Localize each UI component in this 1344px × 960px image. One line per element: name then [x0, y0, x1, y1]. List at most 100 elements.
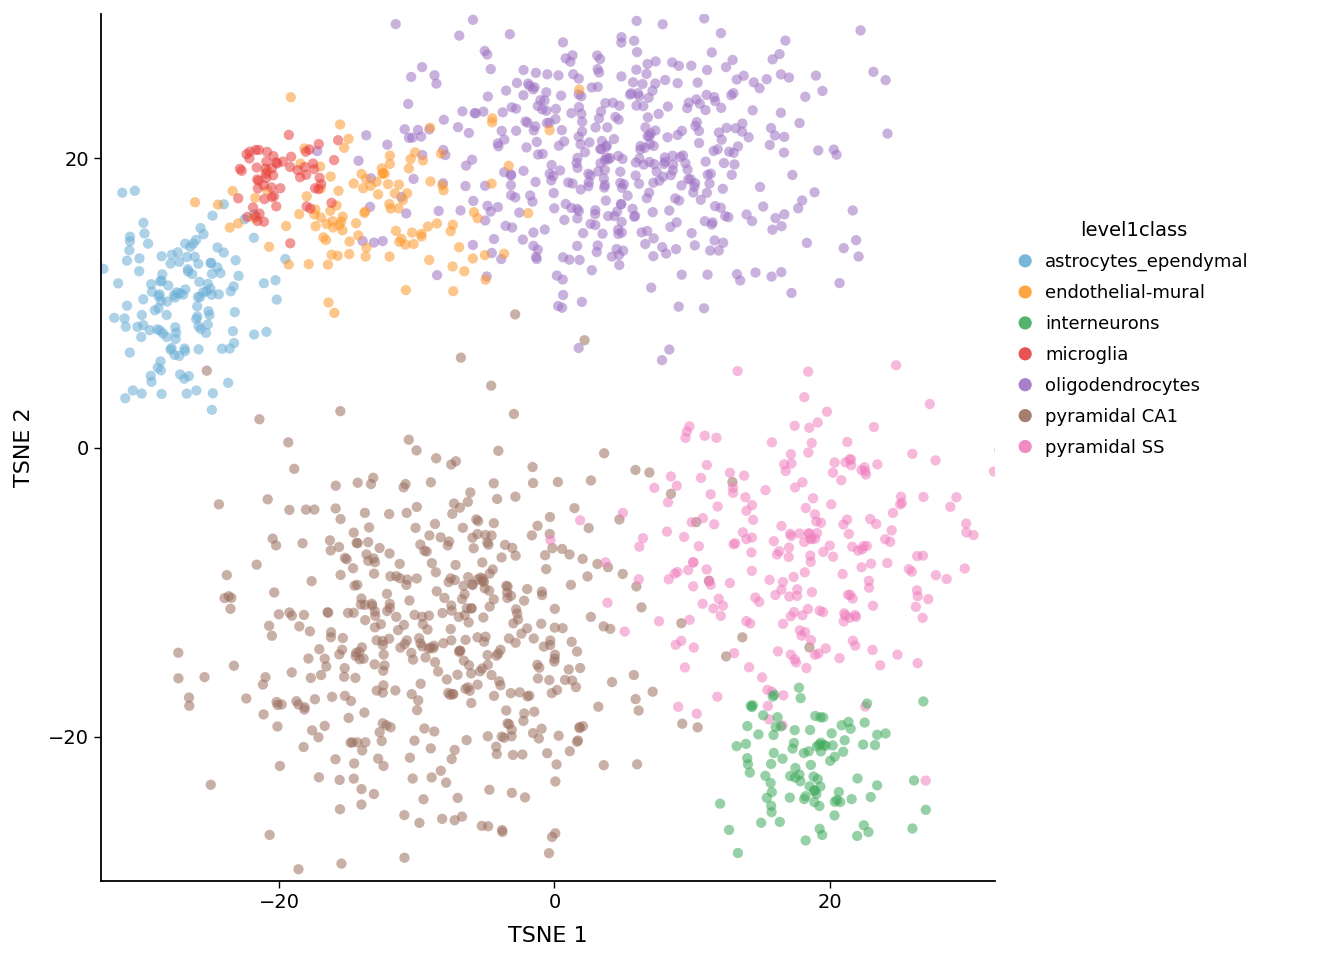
Point — [472, 571, 493, 587]
Point — [372, 166, 394, 181]
Point — [824, 455, 845, 470]
Point — [278, 502, 300, 517]
Point — [345, 645, 367, 660]
Point — [587, 61, 609, 77]
Point — [691, 470, 712, 486]
Point — [571, 294, 593, 309]
Point — [255, 669, 277, 684]
Point — [395, 476, 417, 492]
Point — [875, 72, 896, 87]
Point — [470, 570, 492, 586]
Point — [723, 145, 745, 160]
Point — [198, 317, 219, 332]
Point — [343, 561, 364, 576]
Point — [784, 652, 805, 667]
Point — [625, 62, 646, 78]
Point — [902, 446, 923, 462]
Point — [687, 720, 708, 735]
Point — [317, 295, 339, 310]
Point — [863, 64, 884, 80]
Point — [223, 335, 245, 350]
Point — [258, 618, 280, 634]
Point — [419, 120, 441, 135]
Point — [152, 267, 173, 282]
Point — [442, 506, 464, 521]
Point — [457, 680, 478, 695]
Point — [516, 582, 538, 597]
Point — [722, 474, 743, 490]
Point — [120, 233, 141, 249]
Point — [461, 152, 482, 167]
Point — [665, 215, 687, 230]
Point — [165, 325, 187, 341]
Point — [567, 732, 589, 748]
Point — [269, 758, 290, 774]
Point — [907, 588, 929, 604]
Point — [812, 828, 833, 843]
Point — [546, 756, 567, 772]
Point — [543, 168, 564, 183]
Point — [370, 616, 391, 632]
Point — [235, 147, 257, 162]
Point — [395, 205, 417, 221]
Point — [290, 156, 312, 171]
Point — [245, 142, 266, 157]
Point — [664, 565, 685, 581]
Point — [372, 165, 394, 180]
Point — [563, 500, 585, 516]
Point — [243, 206, 265, 222]
Point — [228, 268, 250, 283]
Point — [644, 156, 665, 172]
Point — [566, 238, 587, 253]
Point — [401, 686, 422, 702]
Point — [612, 566, 633, 582]
Point — [461, 530, 482, 545]
Point — [720, 87, 742, 103]
Point — [542, 685, 563, 701]
Point — [253, 214, 274, 229]
Point — [249, 412, 270, 427]
Point — [655, 154, 676, 169]
Point — [116, 319, 137, 334]
Point — [517, 76, 539, 91]
Point — [741, 0, 762, 4]
Point — [524, 80, 546, 95]
Y-axis label: TSNE 2: TSNE 2 — [13, 408, 34, 488]
Point — [328, 540, 349, 555]
Point — [804, 794, 825, 809]
Point — [316, 232, 337, 248]
Point — [586, 244, 607, 259]
Point — [671, 267, 692, 282]
Point — [837, 588, 859, 603]
Point — [462, 193, 484, 208]
Point — [254, 191, 276, 206]
Point — [488, 646, 509, 661]
Point — [749, 81, 770, 96]
Point — [624, 33, 645, 48]
Point — [207, 260, 228, 276]
Point — [482, 562, 504, 577]
Point — [840, 721, 862, 736]
Point — [497, 590, 519, 606]
Point — [773, 616, 794, 632]
Point — [141, 284, 163, 300]
Point — [770, 719, 792, 734]
Point — [566, 734, 587, 750]
Point — [364, 619, 386, 635]
Point — [844, 608, 866, 623]
Point — [253, 707, 274, 722]
Point — [407, 693, 429, 708]
Point — [310, 209, 332, 225]
Point — [296, 167, 317, 182]
Point — [536, 746, 558, 761]
Point — [590, 141, 612, 156]
Point — [754, 768, 775, 783]
Point — [551, 300, 573, 316]
Point — [741, 544, 762, 560]
Point — [324, 153, 345, 168]
Point — [439, 687, 461, 703]
Point — [638, 90, 660, 106]
Point — [353, 651, 375, 666]
Point — [552, 250, 574, 265]
Point — [379, 546, 401, 562]
